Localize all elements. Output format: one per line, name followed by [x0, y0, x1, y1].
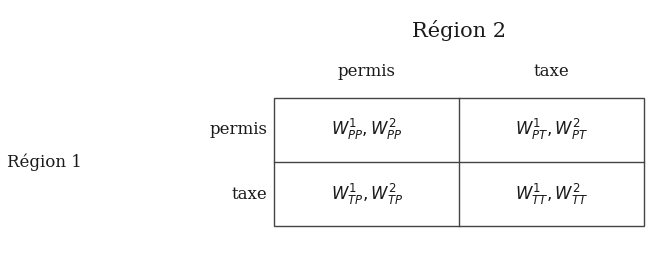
Text: taxe: taxe — [534, 63, 570, 80]
Text: $W_{TP}^{1}, W_{TP}^{2}$: $W_{TP}^{1}, W_{TP}^{2}$ — [330, 181, 403, 207]
Text: taxe: taxe — [232, 186, 268, 203]
Text: $W_{PP}^{1}, W_{PP}^{2}$: $W_{PP}^{1}, W_{PP}^{2}$ — [331, 117, 403, 142]
Text: Région 1: Région 1 — [7, 153, 81, 171]
Bar — [274, 98, 644, 226]
Text: $W_{PT}^{1}, W_{PT}^{2}$: $W_{PT}^{1}, W_{PT}^{2}$ — [516, 117, 588, 142]
Text: permis: permis — [210, 121, 268, 138]
Text: $W_{TT}^{1}, W_{TT}^{2}$: $W_{TT}^{1}, W_{TT}^{2}$ — [516, 181, 588, 207]
Text: Région 2: Région 2 — [412, 20, 506, 41]
Text: permis: permis — [338, 63, 396, 80]
